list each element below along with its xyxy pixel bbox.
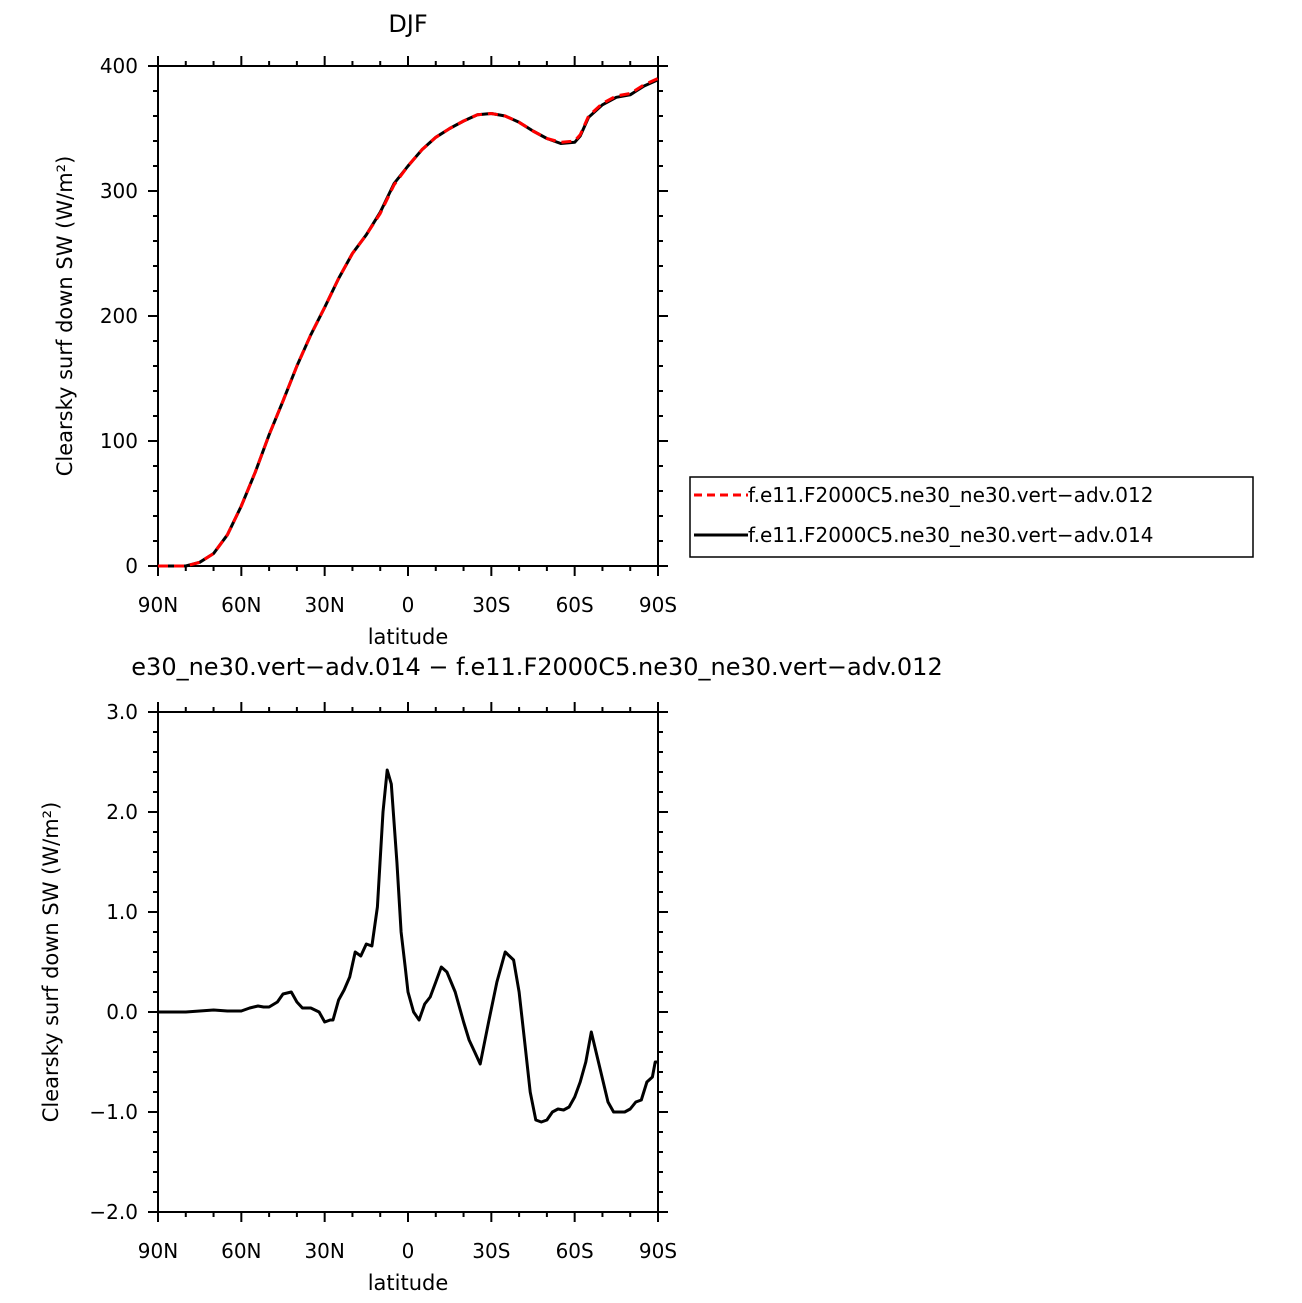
series-line-2 bbox=[158, 78, 659, 568]
y-tick-label: −2.0 bbox=[89, 1200, 138, 1224]
legend-label-1: f.e11.F2000C5.ne30_ne30.vert−adv.012 bbox=[748, 483, 1153, 507]
x-tick-label: 30N bbox=[304, 593, 344, 617]
y-tick-label: −1.0 bbox=[89, 1100, 138, 1124]
x-tick-label: 90S bbox=[639, 593, 677, 617]
plot-frame bbox=[157, 711, 659, 1213]
series-line-1 bbox=[158, 77, 659, 568]
y-tick-label: 0 bbox=[125, 554, 138, 578]
x-tick-label: 30S bbox=[472, 1239, 510, 1263]
y-tick-label: 3.0 bbox=[106, 700, 138, 724]
x-tick-label: 60S bbox=[556, 593, 594, 617]
x-axis-label: latitude bbox=[368, 1271, 449, 1295]
x-tick-label: 60N bbox=[221, 593, 261, 617]
legend: f.e11.F2000C5.ne30_ne30.vert−adv.012 f.e1… bbox=[689, 476, 1254, 558]
x-tick-label: 60S bbox=[556, 1239, 594, 1263]
y-tick-label: 0.0 bbox=[106, 1000, 138, 1024]
chart-panel-1: DJF 90N 60N 30N 0 30S 60S 90S 0 100 200 300 400 latit… bbox=[53, 10, 1254, 649]
x-tick-label: 30S bbox=[472, 593, 510, 617]
chart-title: e30_ne30.vert−adv.014 − f.e11.F2000C5.ne… bbox=[131, 653, 942, 681]
y-tick-label: 1.0 bbox=[106, 900, 138, 924]
legend-label-2: f.e11.F2000C5.ne30_ne30.vert−adv.014 bbox=[748, 523, 1153, 547]
chart-title: DJF bbox=[388, 10, 427, 38]
x-axis-label: latitude bbox=[368, 625, 449, 649]
x-tick-label: 30N bbox=[304, 1239, 344, 1263]
x-tick-label: 60N bbox=[221, 1239, 261, 1263]
chart-panel-2: e30_ne30.vert−adv.014 − f.e11.F2000C5.ne… bbox=[39, 653, 943, 1295]
legend-box bbox=[689, 476, 1254, 558]
y-axis-label: Clearsky surf down SW (W/m²) bbox=[53, 156, 77, 477]
y-axis-label: Clearsky surf down SW (W/m²) bbox=[39, 802, 63, 1123]
x-tick-label: 90S bbox=[639, 1239, 677, 1263]
y-tick-label: 300 bbox=[100, 179, 138, 203]
y-tick-label: 2.0 bbox=[106, 800, 138, 824]
x-tick-label: 0 bbox=[402, 1239, 415, 1263]
x-tick-label: 0 bbox=[402, 593, 415, 617]
plot-frame bbox=[157, 65, 659, 567]
x-tick-label: 90N bbox=[138, 593, 178, 617]
y-tick-label: 400 bbox=[100, 54, 138, 78]
x-tick-label: 90N bbox=[138, 1239, 178, 1263]
y-tick-label: 100 bbox=[100, 429, 138, 453]
y-tick-label: 200 bbox=[100, 304, 138, 328]
series-line-1 bbox=[158, 768, 658, 1124]
